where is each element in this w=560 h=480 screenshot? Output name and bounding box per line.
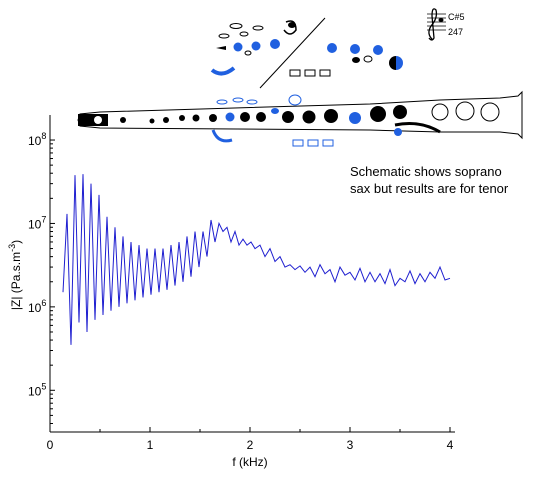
sax-tone-hole-open xyxy=(455,101,475,121)
fingering-key xyxy=(352,57,360,63)
y-tick-mantissa: 10 xyxy=(28,301,42,315)
x-tick-label: 3 xyxy=(347,438,354,452)
y-tick-label: 106 xyxy=(28,298,46,315)
sax-key-rect-blue xyxy=(322,139,334,147)
sax-key-blue-outline xyxy=(232,97,244,103)
impedance-series-line xyxy=(62,174,451,345)
y-tick-exponent: 5 xyxy=(41,381,46,391)
fingering-key xyxy=(229,23,243,29)
fingering-key xyxy=(252,25,264,31)
x-tick-label: 1 xyxy=(147,438,154,452)
annotation-line-1: Schematic shows soprano xyxy=(350,164,502,179)
sax-tone-hole xyxy=(192,114,200,122)
fingering-key-small xyxy=(216,46,226,50)
sax-tone-hole xyxy=(256,112,266,122)
sax-key-lever xyxy=(394,122,441,134)
sax-tone-hole xyxy=(163,117,169,123)
y-axis-label-main: |Z| (Pa.s.m xyxy=(9,252,23,310)
x-tick-label: 0 xyxy=(47,438,54,452)
fingering-key-blue xyxy=(270,39,280,49)
sax-key-rect-blue xyxy=(292,139,304,147)
sax-tone-hole xyxy=(94,116,102,124)
sax-key-blue-hook xyxy=(211,129,233,143)
sax-tone-hole xyxy=(179,115,185,121)
sax-body-outline xyxy=(77,90,523,140)
y-tick-mantissa: 10 xyxy=(28,384,42,398)
sax-tone-hole xyxy=(370,106,386,122)
y-tick-exponent: 8 xyxy=(41,131,46,141)
treble-clef-icon xyxy=(428,8,438,41)
y-tick-exponent: 7 xyxy=(41,214,46,224)
sax-mouthpiece xyxy=(78,114,108,126)
fingering-key-rect xyxy=(289,69,301,77)
note-number-label: 247 xyxy=(448,27,463,37)
y-tick-label: 107 xyxy=(28,214,46,231)
music-staff xyxy=(427,8,446,41)
sax-tone-hole xyxy=(324,109,338,123)
fingering-key-blue xyxy=(251,41,261,51)
y-axis-label-exponent: -3 xyxy=(7,244,17,252)
fingering-key-half xyxy=(396,56,403,70)
sax-tone-hole xyxy=(240,112,250,122)
note-name-label: C#5 xyxy=(448,12,465,22)
fingering-key xyxy=(363,55,373,63)
note-head-icon xyxy=(438,18,444,22)
y-axis-label: |Z| (Pa.s.m-3) xyxy=(7,240,23,310)
sax-key-rect-blue xyxy=(307,139,319,147)
fingering-key xyxy=(244,50,252,56)
y-tick-label: 105 xyxy=(28,381,46,398)
fingering-key-blue xyxy=(350,44,360,54)
sax-tone-hole-blue xyxy=(225,112,235,122)
fingering-key xyxy=(288,22,296,28)
fingering-key-half xyxy=(389,56,396,70)
fingering-key xyxy=(218,33,230,39)
sax-tone-hole-open xyxy=(431,103,449,121)
x-tick-label: 2 xyxy=(247,438,254,452)
fingering-key-blue xyxy=(233,42,243,52)
x-axis-label: f (kHz) xyxy=(232,455,267,469)
x-tick-group: 0 1 2 3 4 xyxy=(47,427,454,452)
y-tick-label: 108 xyxy=(28,131,46,148)
fingering-key-blue xyxy=(373,45,383,55)
saxophone-schematic: C#5 247 xyxy=(77,8,523,147)
sax-key-blue xyxy=(271,108,279,114)
fingering-key-blue xyxy=(327,43,337,53)
sax-tone-hole xyxy=(282,111,294,123)
fingering-key-curl xyxy=(283,20,297,35)
fingering-key-blue-hook xyxy=(210,66,236,76)
sax-tone-hole xyxy=(149,118,155,124)
sax-tone-hole xyxy=(120,117,126,123)
sax-key-blue-outline xyxy=(288,94,302,106)
sax-key-blue-outline xyxy=(246,99,258,105)
x-tick-label: 4 xyxy=(447,438,454,452)
sax-tone-hole-blue xyxy=(394,128,402,136)
y-tick-exponent: 6 xyxy=(41,298,46,308)
sax-tone-hole xyxy=(302,110,316,124)
sax-tone-hole xyxy=(393,105,407,119)
y-tick-mantissa: 10 xyxy=(28,217,42,231)
y-axis-label-close: ) xyxy=(9,240,23,244)
fingering-key-rect xyxy=(319,69,331,77)
sax-tone-hole-open xyxy=(480,102,500,122)
sax-key-blue-outline xyxy=(216,99,228,105)
fingering-key xyxy=(239,31,249,37)
y-tick-mantissa: 10 xyxy=(28,134,42,148)
annotation-line-2: sax but results are for tenor xyxy=(350,181,509,196)
sax-tone-hole-blue xyxy=(349,112,361,124)
sax-tone-hole xyxy=(209,114,217,122)
fingering-divider-line xyxy=(259,17,326,89)
fingering-key-rect xyxy=(304,69,316,77)
